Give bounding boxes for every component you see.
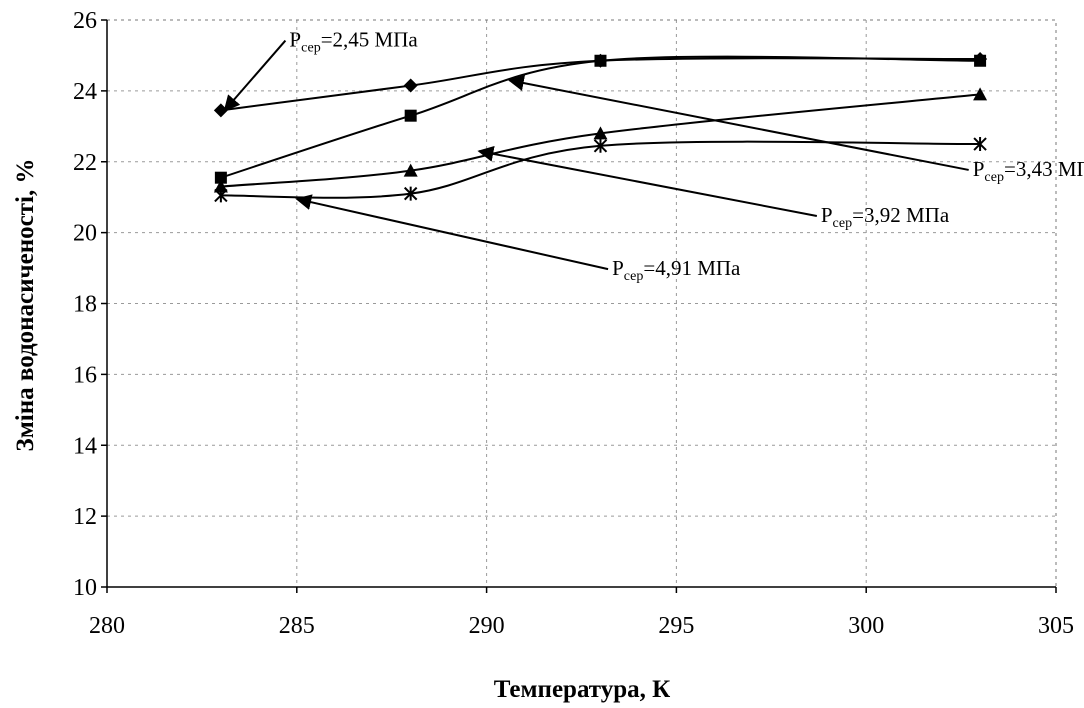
annotation-label: Pсер=3,92 МПа bbox=[821, 203, 950, 231]
point-triangle bbox=[213, 179, 228, 193]
point-square bbox=[974, 54, 987, 67]
y-tick-label: 18 bbox=[73, 292, 97, 318]
x-tick-label: 280 bbox=[89, 613, 125, 639]
x-axis-title: Температура, К bbox=[494, 676, 671, 703]
annotation-label: Pсер=2,45 МПа bbox=[289, 28, 418, 56]
y-tick-label: 26 bbox=[73, 8, 97, 34]
x-tick-label: 300 bbox=[848, 613, 884, 639]
series-line-4 bbox=[220, 140, 981, 199]
y-tick-label: 10 bbox=[73, 575, 97, 601]
annotation-arrow bbox=[477, 145, 818, 217]
annotation-arrow bbox=[223, 39, 287, 112]
point-diamond bbox=[403, 78, 418, 93]
y-tick-label: 16 bbox=[73, 362, 97, 388]
annotation-label: Pсер=4,91 МПа bbox=[612, 256, 741, 284]
x-tick-label: 290 bbox=[469, 613, 505, 639]
y-tick-label: 24 bbox=[73, 79, 97, 105]
annotation-label: Pсер=3,43 МПа bbox=[973, 157, 1084, 185]
y-tick-label: 14 bbox=[73, 433, 97, 459]
point-asterisk bbox=[403, 186, 418, 201]
y-tick-label: 12 bbox=[73, 504, 97, 530]
series-line-2 bbox=[220, 55, 981, 179]
annotation-arrow bbox=[295, 194, 609, 271]
x-tick-label: 305 bbox=[1038, 613, 1074, 639]
y-tick-label: 20 bbox=[73, 221, 97, 247]
plot-area: 10 12 14 16 18 20 22 24 26 280 285 290 295 300 305 Pсер… bbox=[73, 8, 1084, 639]
point-square bbox=[214, 171, 227, 184]
y-axis-title: Зміна водонасиченості, % bbox=[12, 159, 39, 452]
point-square bbox=[594, 54, 607, 67]
series-line-3 bbox=[220, 93, 981, 188]
point-triangle bbox=[403, 163, 418, 177]
x-tick-label: 295 bbox=[658, 613, 694, 639]
annotation-arrow bbox=[507, 75, 969, 171]
point-asterisk bbox=[214, 188, 228, 203]
y-tick-label: 22 bbox=[73, 150, 97, 176]
x-tick-label: 285 bbox=[279, 613, 315, 639]
point-triangle bbox=[593, 126, 608, 140]
point-triangle bbox=[973, 87, 988, 101]
point-asterisk bbox=[973, 137, 987, 152]
point-square bbox=[404, 109, 417, 122]
point-asterisk bbox=[593, 138, 608, 153]
